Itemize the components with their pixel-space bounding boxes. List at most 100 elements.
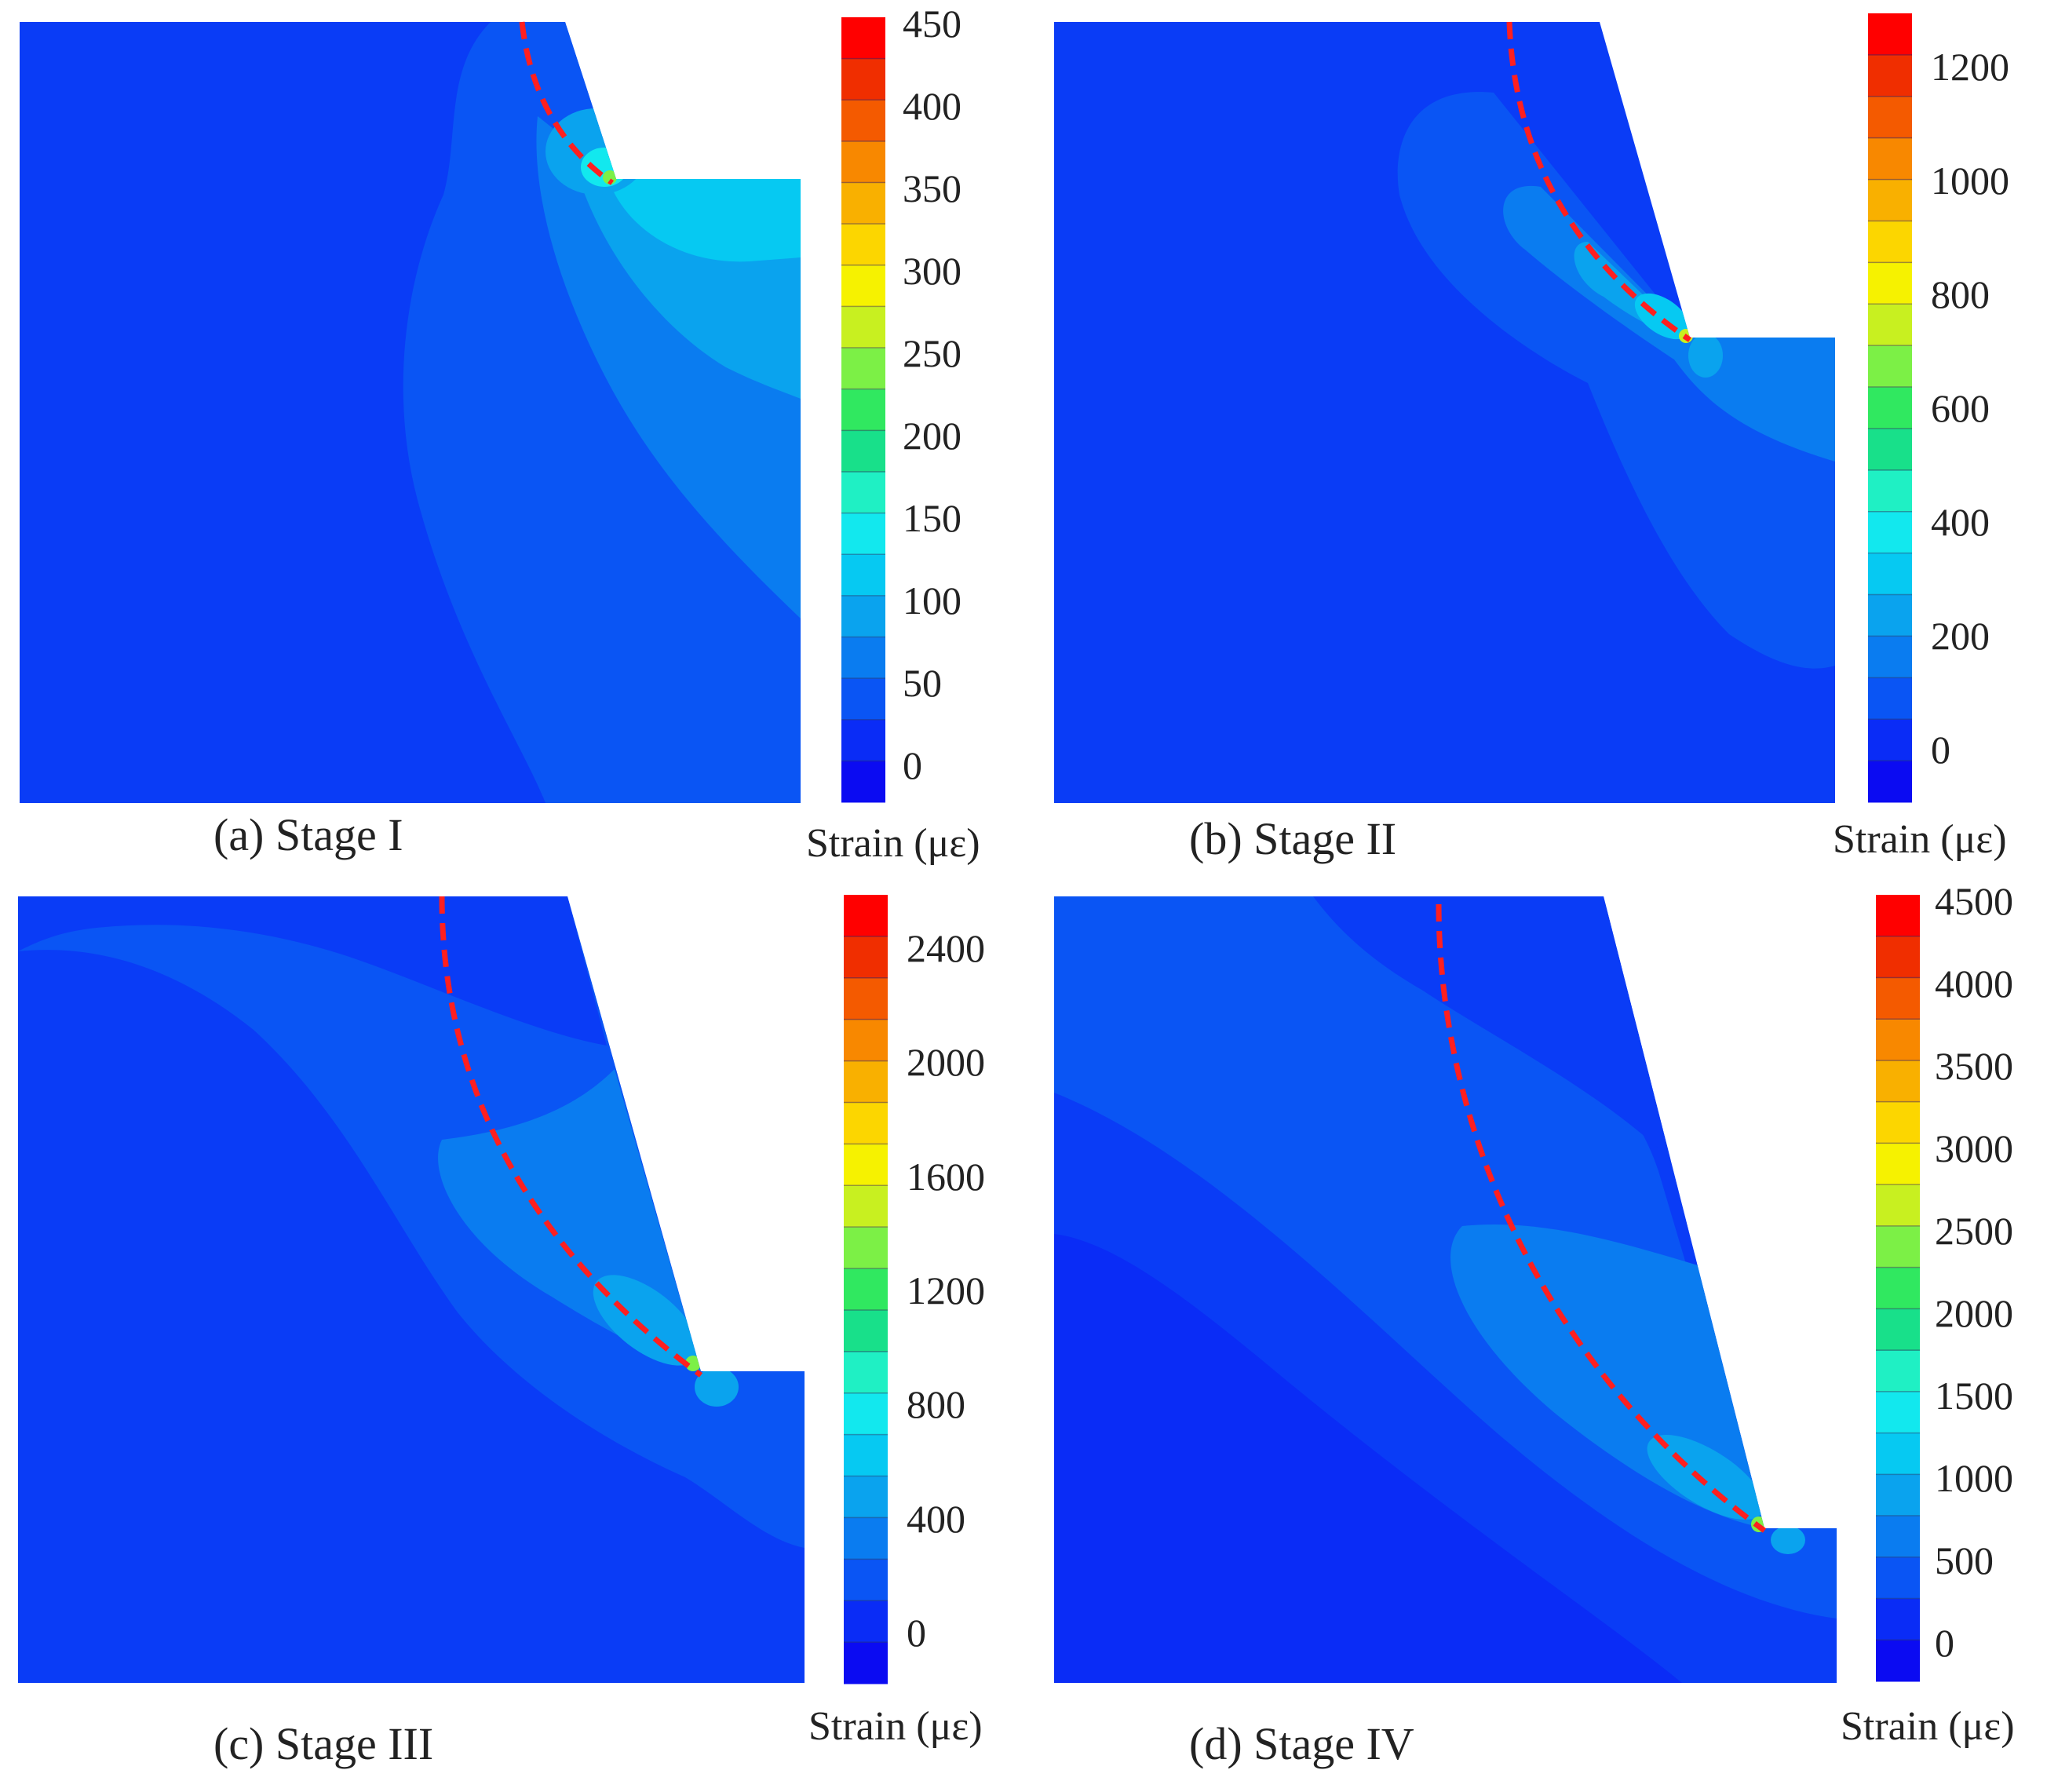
colorbar-band [1868, 13, 1912, 56]
colorbar-band [841, 17, 885, 60]
strain-hotspot-toe [1771, 1526, 1805, 1554]
caption-stage-2: (b) Stage II [1189, 813, 1397, 864]
colorbar-band [1876, 1225, 1920, 1268]
colorbar-tick-label: 350 [903, 166, 961, 210]
colorbar-band [1876, 1060, 1920, 1103]
colorbar-tick-label: 0 [907, 1611, 926, 1655]
colorbar-band [1876, 1391, 1920, 1434]
colorbar-tick-label: 200 [1931, 614, 1990, 658]
colorbar-band [844, 1517, 888, 1560]
caption-stage-1: (a) Stage I [213, 809, 403, 860]
colorbar-tick-label: 4500 [1935, 879, 2013, 923]
colorbar-band [841, 678, 885, 721]
colorbar-band [841, 761, 885, 803]
colorbar-tick-label: 250 [903, 331, 961, 375]
colorbar-tick-label: 1200 [1931, 45, 2009, 89]
colorbar-tick-label: 400 [903, 84, 961, 128]
colorbar-band [844, 1559, 888, 1601]
colorbar-band [841, 348, 885, 390]
colorbar-band [841, 719, 885, 761]
strain-zone-cap [1313, 896, 1674, 1163]
colorbar-stage-2 [1868, 13, 1912, 803]
colorbar-tick-label: 2400 [907, 926, 985, 970]
colorbar-tick-label: 400 [1931, 500, 1990, 544]
colorbar-stage-3 [844, 895, 888, 1684]
strain-hotspot-toe [695, 1367, 739, 1407]
colorbar-band [1868, 511, 1912, 554]
colorbar-band [844, 936, 888, 979]
slip-surface [439, 896, 703, 1378]
colorbar-band [844, 1351, 888, 1394]
caption-stage-3: (c) Stage III [213, 1718, 434, 1769]
unit-label-stage-4: Strain (με) [1841, 1704, 2015, 1749]
colorbar-band [844, 1185, 888, 1228]
colorbar-band [1868, 345, 1912, 388]
colorbar-band [1868, 677, 1912, 720]
strain-zone-cap [18, 896, 607, 1046]
colorbar-tick-label: 500 [1935, 1538, 1994, 1582]
colorbar-band [844, 1309, 888, 1352]
contour-plot-stage-3 [18, 896, 805, 1683]
colorbar-band [841, 389, 885, 431]
caption-stage-4: (d) Stage IV [1189, 1718, 1414, 1769]
colorbar-band [1876, 1143, 1920, 1185]
colorbar-band [1868, 262, 1912, 305]
colorbar-band [844, 977, 888, 1020]
strain-hotspot-toe [1688, 334, 1723, 378]
colorbar-band [841, 306, 885, 349]
colorbar-band [1876, 1308, 1920, 1351]
colorbar-band [1868, 304, 1912, 346]
colorbar-band [1876, 1474, 1920, 1516]
colorbar-tick-label: 800 [907, 1382, 965, 1427]
colorbar-band [1876, 1101, 1920, 1144]
slip-surface [519, 21, 614, 185]
colorbar-band [1876, 1557, 1920, 1600]
colorbar-band [1868, 179, 1912, 221]
colorbar-tick-label: 450 [903, 2, 961, 46]
colorbar-tick-label: 100 [903, 578, 961, 622]
slip-surface [1436, 903, 1767, 1533]
colorbar-band [1876, 1267, 1920, 1309]
colorbar-band [1876, 1184, 1920, 1227]
colorbar-band [1876, 1019, 1920, 1061]
colorbar-tick-label: 1500 [1935, 1374, 2013, 1418]
contour-plot-stage-1 [20, 21, 801, 803]
colorbar-band [1876, 1598, 1920, 1641]
colorbar-band [1868, 221, 1912, 263]
colorbar-band [844, 1600, 888, 1643]
unit-label-stage-1: Strain (με) [806, 821, 980, 866]
colorbar-band [841, 182, 885, 224]
colorbar-tick-label: 3000 [1935, 1126, 2013, 1170]
colorbar-band [1868, 719, 1912, 761]
colorbar-band [1868, 469, 1912, 513]
colorbar-tick-label: 0 [1935, 1621, 1954, 1665]
colorbar-tick-label: 1000 [1935, 1456, 2013, 1500]
colorbar-tick-label: 200 [903, 414, 961, 458]
colorbar-band [841, 430, 885, 473]
colorbar-band [1876, 977, 1920, 1020]
colorbar-band [1868, 96, 1912, 139]
colorbar-tick-label: 150 [903, 496, 961, 540]
colorbar-band [1876, 1516, 1920, 1558]
colorbar-band [1876, 936, 1920, 978]
colorbar-band [844, 1019, 888, 1062]
colorbar-tick-label: 2000 [1935, 1291, 2013, 1335]
colorbar-band [841, 471, 885, 514]
colorbar-band [841, 265, 885, 307]
strain-zone-low [18, 896, 805, 1548]
colorbar-tick-label: 3500 [1935, 1044, 2013, 1088]
strain-peak [685, 1356, 701, 1371]
colorbar-band [1868, 54, 1912, 97]
colorbar-band [844, 1060, 888, 1103]
colorbar-band [841, 637, 885, 679]
colorbar-tick-label: 800 [1931, 272, 1990, 316]
colorbar-band [844, 1434, 888, 1477]
colorbar-band [1868, 387, 1912, 429]
unit-label-stage-2: Strain (με) [1833, 817, 2007, 862]
colorbar-stage-4 [1876, 895, 1920, 1682]
colorbar-band [844, 1476, 888, 1518]
colorbar-band [841, 100, 885, 142]
colorbar-tick-label: 0 [903, 743, 922, 787]
colorbar-tick-label: 300 [903, 249, 961, 293]
colorbar-band [1868, 428, 1912, 471]
